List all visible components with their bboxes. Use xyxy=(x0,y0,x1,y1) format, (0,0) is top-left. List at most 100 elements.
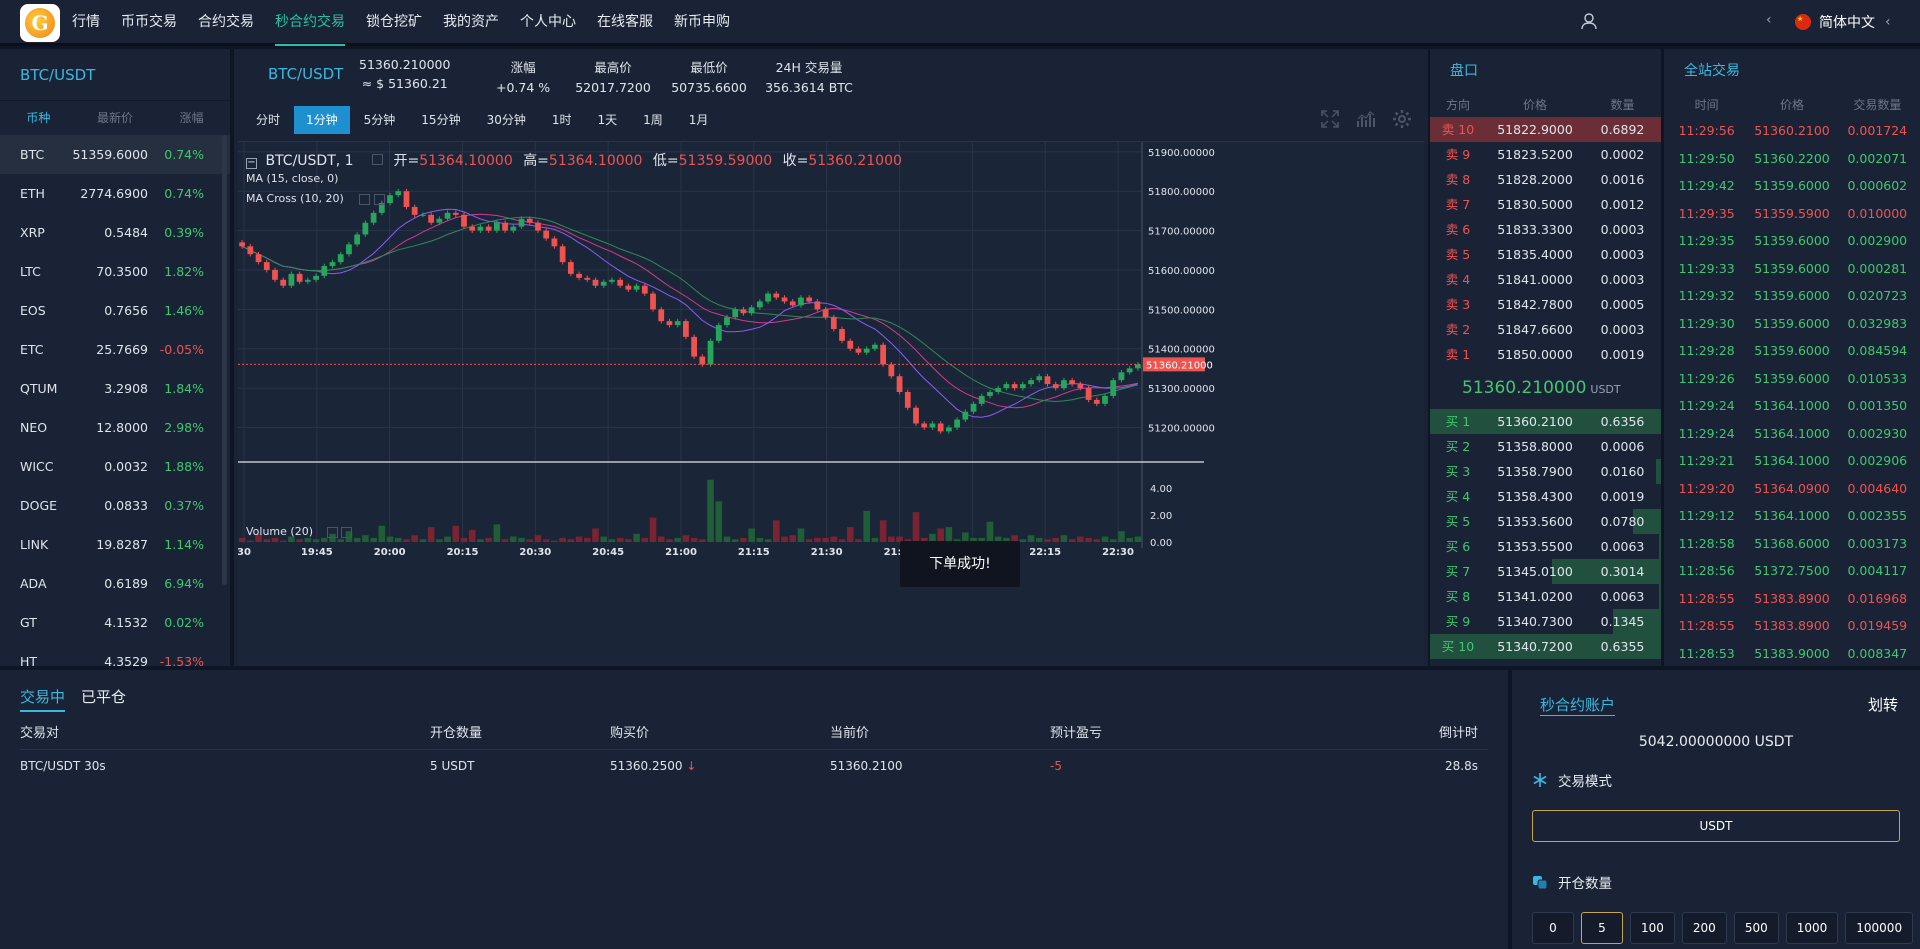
ma-cross-settings-icon[interactable] xyxy=(359,193,371,205)
trade-time: 11:28:53 xyxy=(1678,645,1735,661)
market-row[interactable]: ETH 2774.6900 0.74% xyxy=(0,174,230,213)
header-price[interactable]: 最新价 xyxy=(97,111,134,125)
nav-item-2[interactable]: 合约交易 xyxy=(198,14,254,30)
nav-item-6[interactable]: 个人中心 xyxy=(520,14,576,30)
bid-row[interactable]: 买 5 51353.5600 0.0780 xyxy=(1430,509,1661,534)
qty-option-button[interactable]: 5 xyxy=(1581,912,1623,944)
period-tab-1[interactable]: 1分钟 xyxy=(294,106,350,134)
y-tick-label: 51700.00000 xyxy=(1148,227,1215,238)
market-row[interactable]: LTC 70.3500 1.82% xyxy=(0,252,230,291)
market-row[interactable]: DOGE 0.0833 0.37% xyxy=(0,486,230,525)
market-row[interactable]: QTUM 3.2908 1.84% xyxy=(0,369,230,408)
nav-item-1[interactable]: 币币交易 xyxy=(121,14,177,30)
trade-time: 11:29:20 xyxy=(1678,480,1735,496)
period-tab-5[interactable]: 1时 xyxy=(551,113,572,127)
market-row[interactable]: GT 4.1532 0.02% xyxy=(0,603,230,642)
period-tab-6[interactable]: 1天 xyxy=(597,113,618,127)
candle-body xyxy=(387,195,393,204)
volume-value: 356.3614 BTC xyxy=(765,80,853,95)
ob-qty: 0.0016 xyxy=(1600,172,1645,187)
qty-option-button[interactable]: 0 xyxy=(1532,912,1574,944)
period-tab-4[interactable]: 30分钟 xyxy=(486,113,526,127)
qty-option-button[interactable]: 500 xyxy=(1733,912,1779,944)
header-coin[interactable]: 币种 xyxy=(26,111,51,125)
market-row[interactable]: NEO 12.8000 2.98% xyxy=(0,408,230,447)
legend-collapse-icon[interactable]: − xyxy=(246,157,257,169)
ask-row[interactable]: 卖 3 51842.7800 0.0005 xyxy=(1430,292,1661,317)
settings-gear-icon[interactable] xyxy=(1392,109,1412,129)
indicator-icon[interactable] xyxy=(1356,109,1376,129)
legend-settings-icon[interactable] xyxy=(372,154,384,165)
market-row[interactable]: ETC 25.7669 -0.05% xyxy=(0,330,230,369)
volume-close-icon[interactable] xyxy=(341,526,352,538)
chevron-left-icon[interactable]: ‹ xyxy=(1766,12,1772,28)
nav-item-8[interactable]: 新币申购 xyxy=(674,14,730,30)
trade-price: 51372.7500 xyxy=(1754,563,1830,578)
nav-item-7[interactable]: 在线客服 xyxy=(597,14,653,30)
market-price: 0.7656 xyxy=(104,303,148,318)
account-title[interactable]: 秒合约账户 xyxy=(1540,696,1616,716)
qty-option-button[interactable]: 1000 xyxy=(1785,912,1839,944)
user-icon[interactable] xyxy=(1580,12,1598,30)
ask-row[interactable]: 卖 1 51850.0000 0.0019 xyxy=(1430,342,1661,367)
market-row[interactable]: HT 4.3529 -1.53% xyxy=(0,642,230,666)
tab-closed[interactable]: 已平仓 xyxy=(81,688,127,706)
ask-row[interactable]: 卖 5 51835.4000 0.0003 xyxy=(1430,242,1661,267)
header-change[interactable]: 涨幅 xyxy=(179,111,204,125)
language-selector[interactable]: 简体中文 ‹ xyxy=(1795,12,1891,32)
period-tab-3[interactable]: 15分钟 xyxy=(421,113,461,127)
period-tab-2[interactable]: 5分钟 xyxy=(363,113,396,127)
trade-price: 51364.1000 xyxy=(1754,453,1830,468)
ask-row[interactable]: 卖 9 51823.5200 0.0002 xyxy=(1430,142,1661,167)
ask-row[interactable]: 卖 10 51822.9000 0.6892 xyxy=(1430,117,1661,142)
bid-row[interactable]: 买 10 51340.7200 0.6355 xyxy=(1430,634,1661,659)
nav-item-4[interactable]: 锁仓挖矿 xyxy=(366,14,422,30)
bid-row[interactable]: 买 8 51341.0200 0.0063 xyxy=(1430,584,1661,609)
nav-item-5[interactable]: 我的资产 xyxy=(443,14,499,30)
ob-qty: 0.0780 xyxy=(1600,514,1645,529)
bid-row[interactable]: 买 4 51358.4300 0.0019 xyxy=(1430,484,1661,509)
transfer-button[interactable]: 划转 xyxy=(1867,696,1898,714)
volume-settings-icon[interactable] xyxy=(326,526,338,538)
trade-mode-button[interactable]: USDT xyxy=(1532,810,1900,842)
nav-item-3[interactable]: 秒合约交易 xyxy=(275,0,345,46)
nav-item-0[interactable]: 行情 xyxy=(72,14,100,30)
logo[interactable]: G xyxy=(20,4,60,42)
volume-bar xyxy=(279,540,287,542)
position-row[interactable]: BTC/USDT 30s 5 USDT 51360.2500 ↓ 51360.2… xyxy=(20,750,1488,782)
bid-row[interactable]: 买 9 51340.7300 0.1345 xyxy=(1430,609,1661,634)
period-tab-0[interactable]: 分时 xyxy=(256,113,281,127)
period-tab-7[interactable]: 1周 xyxy=(643,113,663,127)
candle-body xyxy=(362,222,369,235)
market-row[interactable]: LINK 19.8287 1.14% xyxy=(0,525,230,564)
market-row[interactable]: WICC 0.0032 1.88% xyxy=(0,447,230,486)
candle-body xyxy=(370,212,377,223)
bid-row[interactable]: 买 1 51360.2100 0.6356 xyxy=(1430,409,1661,434)
bid-row[interactable]: 买 7 51345.0100 0.3014 xyxy=(1430,559,1661,584)
qty-option-button[interactable]: 200 xyxy=(1681,912,1727,944)
qty-option-button[interactable]: 100 xyxy=(1630,912,1675,944)
scrollbar[interactable] xyxy=(222,135,227,585)
qty-option-button[interactable]: 100000 xyxy=(1845,912,1914,944)
market-row[interactable]: ADA 0.6189 6.94% xyxy=(0,564,230,603)
bid-row[interactable]: 买 3 51358.7900 0.0160 xyxy=(1430,459,1661,484)
market-row[interactable]: BTC 51359.6000 0.74% xyxy=(0,135,230,174)
market-row[interactable]: EOS 0.7656 1.46% xyxy=(0,291,230,330)
ask-row[interactable]: 卖 4 51841.0000 0.0003 xyxy=(1430,267,1661,292)
ask-row[interactable]: 卖 7 51830.5000 0.0012 xyxy=(1430,192,1661,217)
qty-label: 开仓数量 xyxy=(1558,876,1612,892)
bid-row[interactable]: 买 6 51353.5500 0.0063 xyxy=(1430,534,1661,559)
candlestick-chart[interactable]: 51900.00000 51800.00000 51700.00000 51600.0… xyxy=(238,141,1424,666)
market-row[interactable]: XRP 0.5484 0.39% xyxy=(0,213,230,252)
trade-row: 11:28:55 51383.8900 0.019459 xyxy=(1664,612,1920,640)
tab-trading[interactable]: 交易中 xyxy=(20,686,66,712)
ob-qty: 0.0003 xyxy=(1600,222,1645,237)
ask-row[interactable]: 卖 8 51828.2000 0.0016 xyxy=(1430,167,1661,192)
bid-row[interactable]: 买 2 51358.8000 0.0006 xyxy=(1430,434,1661,459)
fullscreen-icon[interactable] xyxy=(1320,109,1340,129)
market-symbol: LINK xyxy=(20,537,49,552)
ask-row[interactable]: 卖 6 51833.3300 0.0003 xyxy=(1430,217,1661,242)
ma-cross-close-icon[interactable] xyxy=(373,193,385,205)
period-tab-8[interactable]: 1月 xyxy=(688,113,709,127)
ask-row[interactable]: 卖 2 51847.6600 0.0003 xyxy=(1430,317,1661,342)
